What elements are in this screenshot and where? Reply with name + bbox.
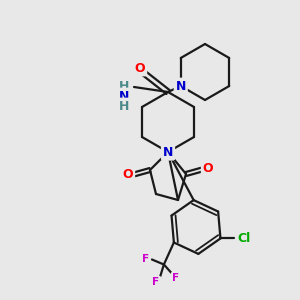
Text: N: N: [163, 146, 173, 158]
Text: F: F: [172, 274, 179, 284]
Text: H: H: [119, 100, 129, 112]
Text: H: H: [119, 80, 129, 92]
Text: N: N: [176, 80, 186, 92]
Text: N: N: [119, 89, 129, 103]
Text: O: O: [135, 61, 145, 74]
Text: O: O: [203, 163, 213, 176]
Text: O: O: [123, 169, 133, 182]
Text: F: F: [152, 278, 159, 287]
Text: F: F: [142, 254, 149, 265]
Text: N: N: [163, 146, 173, 158]
Text: Cl: Cl: [238, 232, 251, 245]
